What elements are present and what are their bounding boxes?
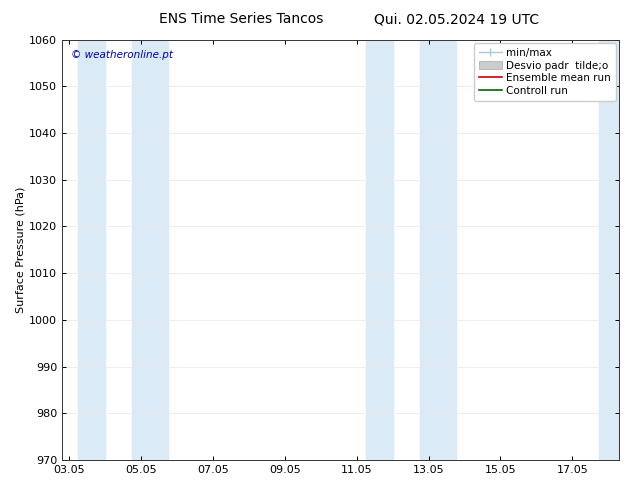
Text: Qui. 02.05.2024 19 UTC: Qui. 02.05.2024 19 UTC [374,12,539,26]
Text: © weatheronline.pt: © weatheronline.pt [70,50,172,60]
Bar [133,40,168,460]
Text: ENS Time Series Tancos: ENS Time Series Tancos [158,12,323,26]
Bar [79,40,105,460]
Legend: min/max, Desvio padr  tilde;o, Ensemble mean run, Controll run: min/max, Desvio padr tilde;o, Ensemble m… [474,43,616,101]
Bar [366,40,392,460]
Y-axis label: Surface Pressure (hPa): Surface Pressure (hPa) [15,187,25,313]
Bar [599,40,619,460]
Bar [420,40,456,460]
